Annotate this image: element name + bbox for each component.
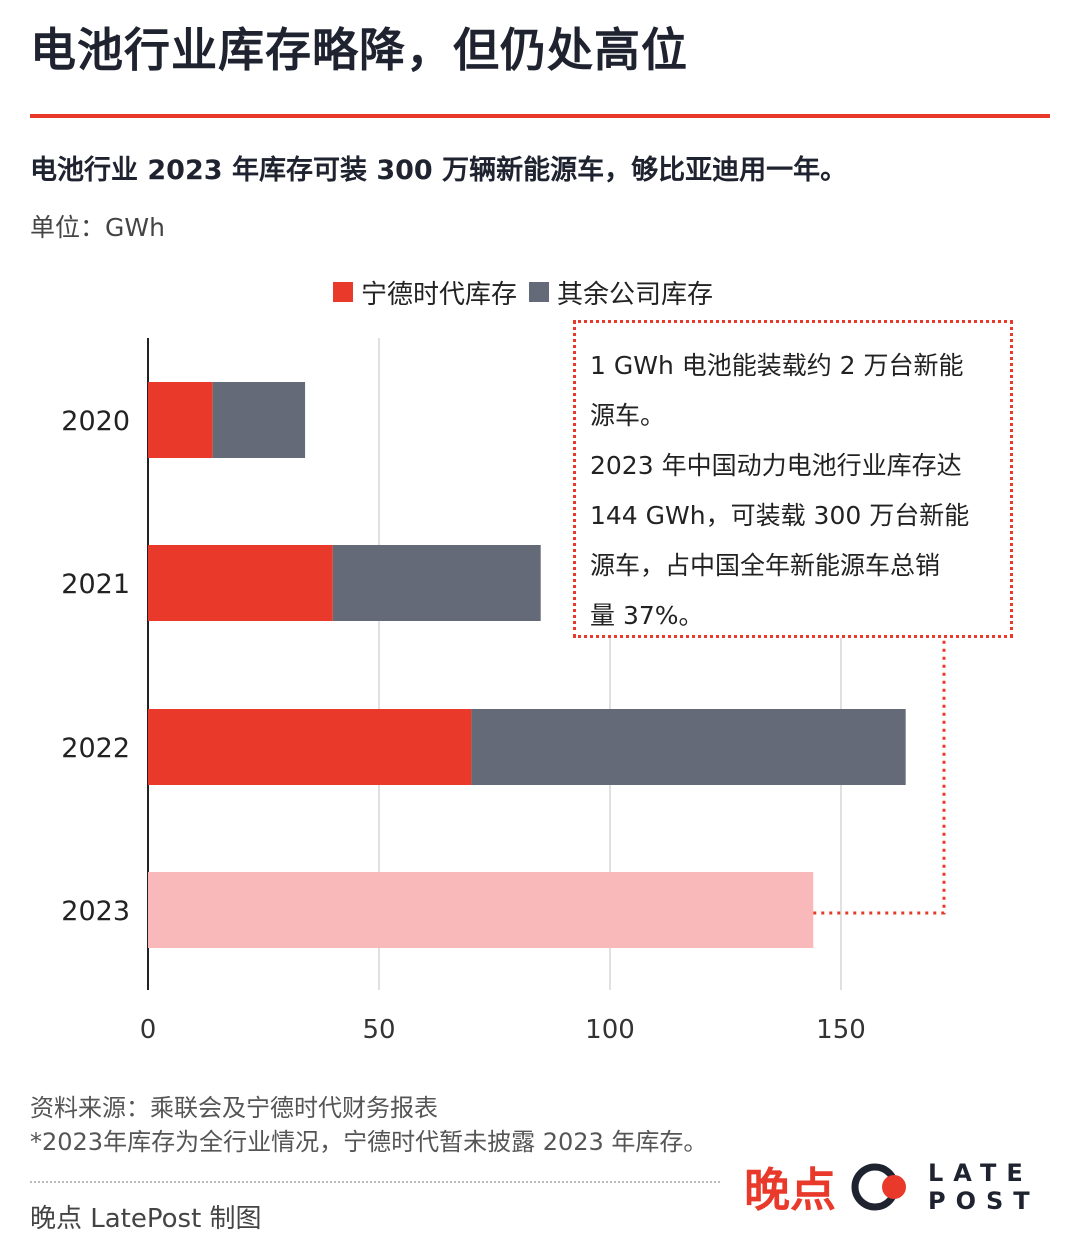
legend-label-catl: 宁德时代库存 [361, 279, 518, 310]
y-tick-label: 2020 [61, 406, 130, 437]
chart-title: 电池行业库存略降，但仍处高位 [30, 23, 688, 77]
bar-2023 [148, 872, 814, 948]
callout-line: 量 37%。 [590, 601, 704, 630]
footnote: *2023年库存为全行业情况，宁德时代暂未披露 2023 年库存。 [30, 1128, 708, 1156]
bar-2022 [471, 709, 906, 785]
bar-2022 [148, 709, 472, 785]
brand-name-cn: 晚点 [744, 1163, 836, 1217]
callout-connector [813, 638, 946, 915]
y-tick-label: 2023 [61, 896, 130, 927]
x-tick-label: 100 [585, 1015, 635, 1045]
bar-chart: 0 50 100 150 2020 2021 2022 2023 [61, 338, 946, 1045]
source-note: 资料来源：乘联会及宁德时代财务报表 [30, 1094, 438, 1122]
callout-line: 源车。 [590, 401, 666, 430]
brand-name-en: LATE POST [928, 1159, 1040, 1215]
legend-item-catl: 宁德时代库存 [333, 274, 517, 311]
brand-circle-icon [851, 1163, 906, 1211]
credit-line: 晚点 LatePost 制图 [30, 1204, 262, 1234]
legend-swatch-others [529, 282, 550, 302]
bar-2021 [332, 545, 541, 621]
footer-divider [30, 1181, 720, 1183]
legend: 宁德时代库存 其余公司库存 [333, 274, 725, 311]
y-tick-label: 2022 [61, 733, 130, 764]
x-tick-label: 0 [140, 1015, 157, 1045]
callout-line: 2023 年中国动力电池行业库存达 [590, 451, 962, 480]
annotation-callout: 1 GWh 电池能装载约 2 万台新能 源车。 2023 年中国动力电池行业库存… [573, 320, 1013, 638]
x-tick-label: 150 [816, 1015, 866, 1045]
legend-swatch-catl [333, 282, 353, 302]
brand-logo: 晚点 LATE POST [744, 1157, 1040, 1217]
bar-2020 [148, 382, 213, 458]
chart-subtitle: 电池行业 2023 年库存可装 300 万辆新能源车，够比亚迪用一年。 [30, 155, 848, 186]
y-tick-label: 2021 [61, 569, 130, 600]
unit-label: 单位：GWh [30, 213, 165, 242]
callout-line: 1 GWh 电池能装载约 2 万台新能 [590, 351, 964, 380]
callout-line: 源车，占中国全年新能源车总销 [590, 551, 941, 580]
legend-item-others: 其余公司库存 [529, 274, 713, 311]
callout-line: 144 GWh，可装载 300 万台新能 [590, 501, 970, 530]
bar-2020 [212, 382, 306, 458]
title-divider [30, 114, 1050, 118]
bar-2021 [148, 545, 333, 621]
brand-en-top: LATE [928, 1159, 1033, 1187]
brand-en-bottom: POST [928, 1187, 1040, 1215]
x-tick-label: 50 [362, 1015, 395, 1045]
legend-label-others: 其余公司库存 [557, 279, 714, 310]
